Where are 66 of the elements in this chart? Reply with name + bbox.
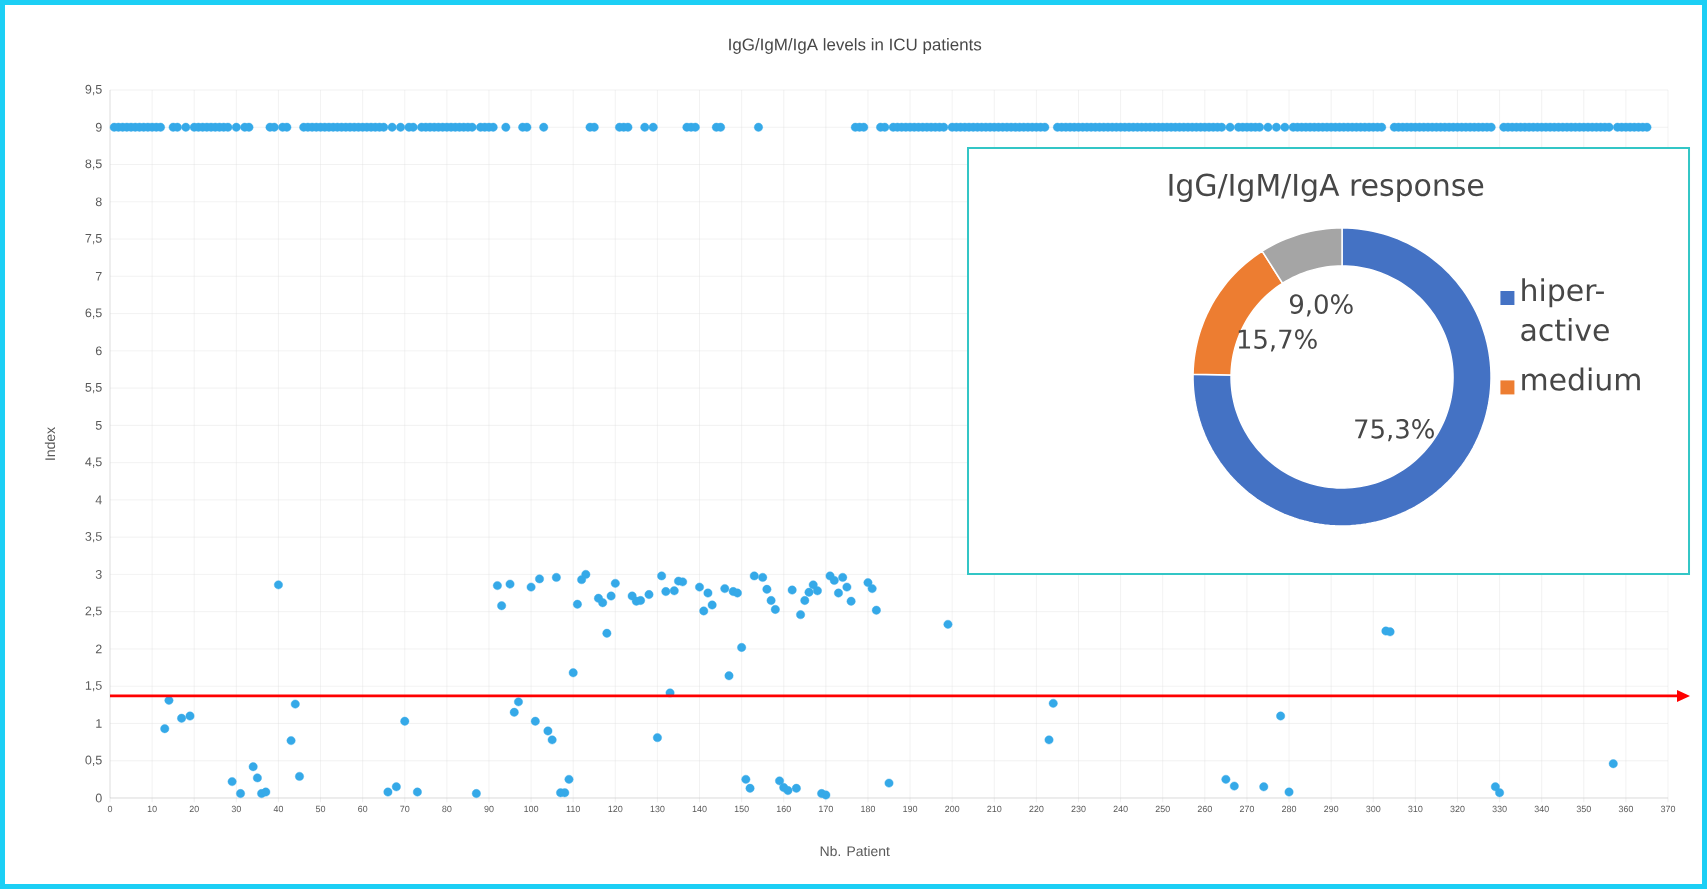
x-tick-label: 310	[1408, 805, 1423, 813]
y-tick-label: 0,5	[85, 755, 102, 766]
x-tick-label: 350	[1576, 805, 1591, 813]
x-tick-label: 160	[776, 805, 791, 813]
y-tick-label: 3,5	[85, 532, 102, 543]
y-tick-label: 6,5	[85, 308, 102, 319]
x-axis-title: Nb. Patient	[820, 845, 890, 857]
y-tick-label: 5	[95, 421, 102, 430]
y-tick-label: 9	[95, 122, 102, 132]
x-tick-label: 90	[484, 805, 494, 813]
y-tick-label: 7,5	[85, 233, 102, 245]
x-tick-label: 110	[566, 805, 580, 813]
x-tick-label: 0	[107, 805, 113, 813]
y-tick-label: 4,5	[85, 457, 102, 468]
x-tick-label: 190	[903, 805, 918, 813]
y-tick-label: 8	[95, 197, 102, 207]
y-tick-label: 9,5	[85, 84, 102, 96]
x-tick-label: 130	[650, 805, 665, 813]
x-tick-label: 70	[400, 805, 410, 813]
x-tick-label: 330	[1492, 805, 1507, 813]
x-tick-label: 250	[1155, 805, 1170, 813]
x-tick-label: 270	[1239, 805, 1255, 813]
x-tick-label: 230	[1071, 805, 1086, 813]
x-tick-label: 170	[819, 805, 833, 813]
y-tick-label: 2	[95, 644, 102, 654]
y-tick-label: 8,5	[85, 159, 102, 170]
x-tick-label: 260	[1197, 805, 1212, 813]
y-tick-label: 1	[96, 719, 102, 728]
y-tick-label: 0	[95, 793, 102, 803]
data-label: 15,7%	[1238, 329, 1317, 352]
x-tick-label: 150	[734, 805, 749, 813]
x-tick-label: 360	[1618, 805, 1634, 813]
x-tick-label: 210	[987, 805, 1002, 813]
y-tick-label: 7	[95, 272, 102, 281]
x-tick-label: 220	[1029, 805, 1044, 813]
x-tick-label: 140	[692, 805, 707, 813]
x-tick-label: 240	[1113, 805, 1128, 813]
x-tick-label: 40	[273, 805, 284, 813]
y-tick-label: 4	[95, 495, 102, 505]
chart-title: IgG/IgM/IgA response	[1169, 173, 1484, 202]
x-tick-label: 100	[524, 805, 539, 813]
x-tick-label: 80	[442, 805, 452, 813]
data-label: 75,3%	[1355, 419, 1434, 442]
x-tick-label: 60	[358, 805, 368, 813]
y-tick-label: 5,5	[85, 383, 102, 394]
x-tick-label: 180	[861, 805, 876, 813]
x-tick-label: 300	[1366, 805, 1381, 813]
y-tick-label: 1,5	[85, 681, 102, 692]
chart-title: IgG/IgM/IgA levels in ICU patients	[729, 38, 982, 54]
x-tick-label: 340	[1534, 805, 1549, 813]
x-tick-label: 370	[1660, 805, 1676, 813]
y-tick-label: 2,5	[85, 606, 102, 617]
x-tick-label: 30	[231, 805, 241, 813]
x-tick-label: 200	[945, 805, 960, 813]
x-tick-label: 50	[315, 805, 326, 813]
y-axis-title: Index	[44, 427, 56, 460]
x-tick-label: 20	[189, 805, 199, 813]
y-tick-label: 6	[95, 346, 102, 356]
x-tick-label: 290	[1324, 805, 1339, 813]
x-tick-label: 280	[1282, 805, 1297, 813]
x-tick-label: 10	[147, 805, 157, 813]
x-tick-label: 320	[1450, 805, 1465, 813]
y-tick-label: 3	[95, 570, 102, 579]
x-tick-label: 120	[608, 805, 623, 813]
legend-label: medium	[1522, 367, 1640, 391]
data-label: 9,0%	[1289, 294, 1353, 317]
